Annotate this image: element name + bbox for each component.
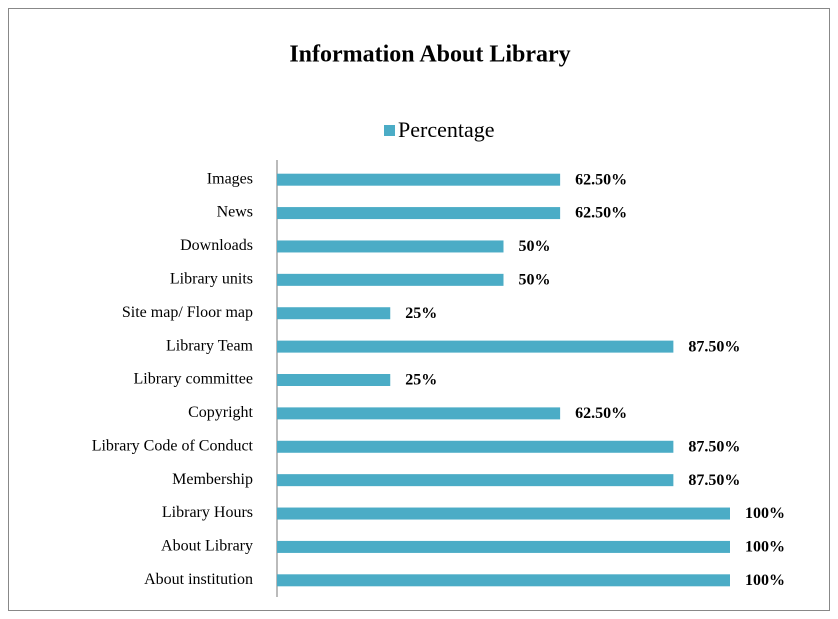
data-label: 62.50% (575, 205, 627, 222)
bar (277, 273, 504, 286)
bar (277, 407, 561, 420)
data-label: 100% (745, 539, 785, 556)
legend-swatch (384, 125, 395, 136)
y-tick-label: Library Team (166, 337, 254, 354)
bar (277, 574, 730, 587)
bar (277, 173, 561, 186)
y-tick-label: Downloads (180, 237, 253, 254)
y-tick-label: Images (207, 170, 253, 187)
y-tick-label: About institution (144, 571, 253, 588)
data-label: 87.50% (688, 438, 740, 455)
bar (277, 474, 674, 487)
bar (277, 374, 391, 386)
data-label: 25% (405, 305, 437, 322)
bar (277, 340, 674, 353)
y-tick-label: Library committee (133, 371, 253, 388)
data-label: 62.50% (575, 171, 627, 188)
data-label: 50% (519, 238, 551, 255)
chart-title: Information About Library (289, 42, 570, 68)
bar (277, 507, 730, 520)
data-label: 87.50% (688, 338, 740, 355)
bar (277, 307, 391, 320)
data-label: 100% (745, 572, 785, 589)
data-label: 87.50% (688, 472, 740, 489)
bar (277, 440, 674, 453)
y-tick-label: Copyright (188, 404, 253, 421)
bar (277, 540, 730, 553)
data-label: 100% (745, 505, 785, 522)
bar (277, 240, 504, 253)
y-tick-label: Site map/ Floor map (122, 304, 253, 321)
y-tick-label: Library Hours (162, 504, 253, 521)
data-label: 62.50% (575, 405, 627, 422)
y-tick-label: News (217, 204, 253, 221)
y-tick-label: About Library (161, 538, 253, 555)
y-tick-label: Library Code of Conduct (92, 437, 254, 454)
data-label: 25% (405, 372, 437, 389)
y-tick-label: Membership (172, 471, 253, 488)
legend-label: Percentage (398, 117, 495, 142)
y-tick-label: Library units (170, 271, 253, 288)
data-label: 50% (519, 272, 551, 289)
bar (277, 207, 561, 220)
